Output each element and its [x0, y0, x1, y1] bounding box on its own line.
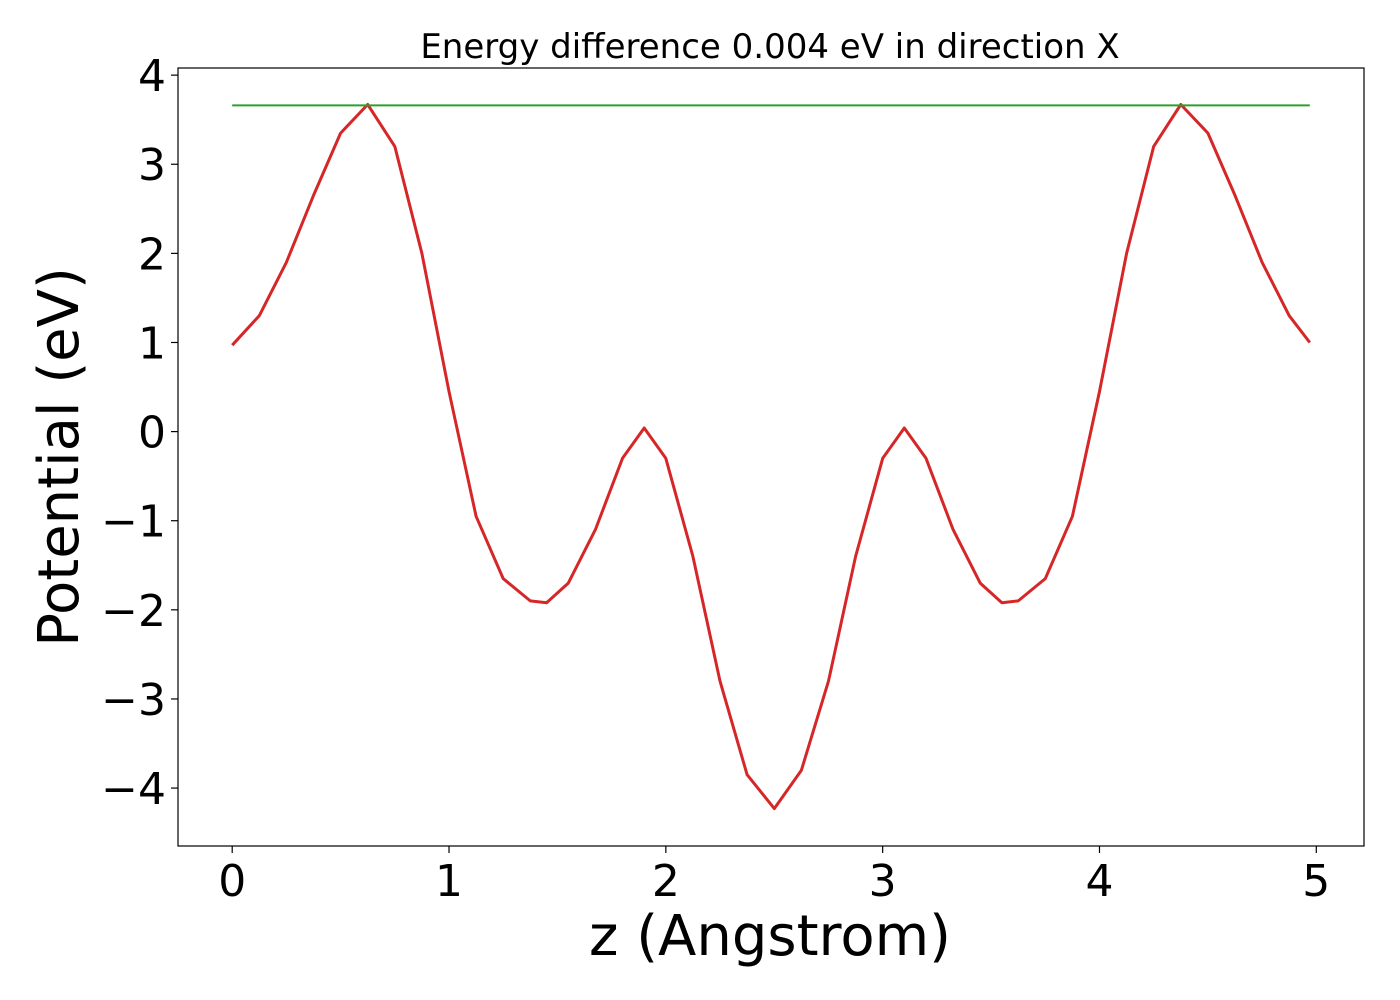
series-layer	[231, 103, 1311, 811]
y-tick-label: 2	[138, 229, 166, 280]
y-tick-label: −4	[101, 764, 166, 815]
x-tick-label: 5	[1302, 856, 1330, 907]
series-line-1	[231, 103, 1311, 811]
y-axis-label: Potential (eV)	[27, 267, 92, 647]
x-tick-label: 2	[652, 856, 680, 907]
y-ticks: 4 3 2 1 0 −1 −2 −3 −4	[101, 51, 178, 815]
y-tick-label: 0	[138, 408, 166, 459]
y-tick-label: −2	[101, 586, 166, 637]
y-tick-label: 4	[138, 51, 166, 102]
x-ticks: 0 1 2 3 4 5	[218, 846, 1330, 907]
x-axis-label: z (Angstrom)	[589, 904, 951, 969]
y-tick-label: −3	[101, 675, 166, 726]
y-tick-label: −1	[101, 497, 166, 548]
y-tick-label: 3	[138, 140, 166, 191]
x-tick-label: 0	[218, 856, 246, 907]
chart-title: Energy difference 0.004 eV in direction …	[420, 27, 1119, 67]
x-tick-label: 4	[1085, 856, 1113, 907]
plot-frame	[177, 67, 1365, 847]
x-tick-label: 1	[435, 856, 463, 907]
x-tick-label: 3	[869, 856, 897, 907]
y-tick-label: 1	[138, 318, 166, 369]
